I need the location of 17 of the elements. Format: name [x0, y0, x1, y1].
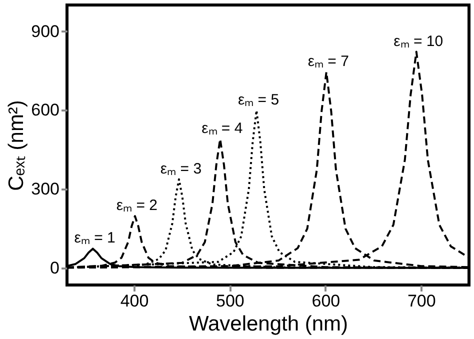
series-label: εₘ = 7 [308, 53, 349, 70]
series-label: εₘ = 3 [160, 160, 202, 178]
x-tick-label: 400 [120, 292, 149, 310]
x-tick-label: 500 [216, 292, 244, 310]
x-axis-title: Wavelength (nm) [188, 312, 348, 336]
y-tick-label: 0 [50, 258, 60, 278]
series-label: εₘ = 1 [74, 230, 116, 247]
series-label: εₘ = 10 [394, 32, 444, 50]
x-tick-label: 700 [407, 292, 436, 310]
y-axis-title: Cₑₓₜ (nm²) [5, 100, 28, 191]
y-tick-label: 900 [31, 22, 60, 41]
y-tick-label: 600 [31, 100, 60, 120]
series-label: εₘ = 2 [116, 197, 158, 214]
series-label: εₘ = 4 [202, 120, 243, 138]
x-tick-label: 600 [312, 292, 340, 310]
series-label: εₘ = 5 [238, 91, 280, 108]
y-tick-label: 300 [31, 180, 60, 199]
